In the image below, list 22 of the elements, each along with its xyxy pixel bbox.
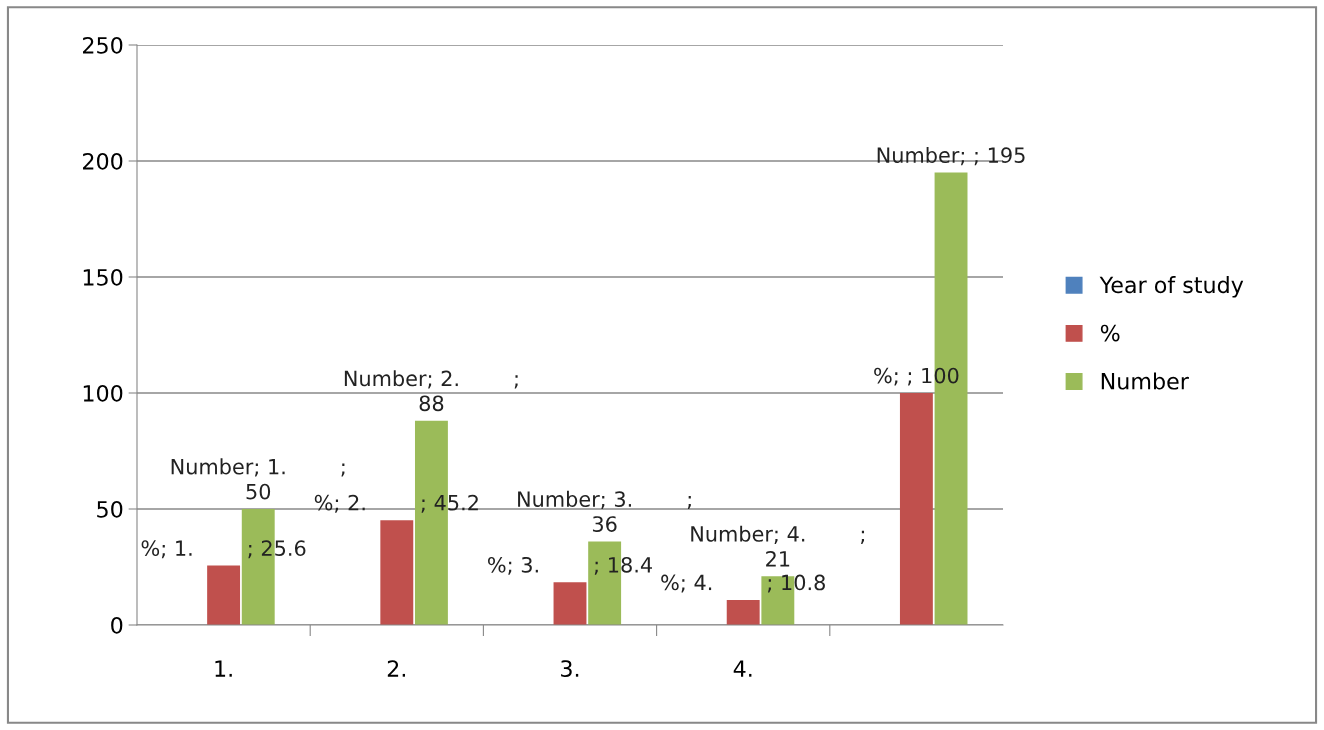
y-tick-label: 200 bbox=[83, 152, 123, 170]
data-label: Number; ; 195 bbox=[877, 146, 1025, 166]
data-label: Number; 3. ; 36 bbox=[518, 490, 691, 532]
bar bbox=[380, 520, 414, 625]
legend-label: Year of study bbox=[1099, 276, 1244, 298]
bar bbox=[726, 599, 760, 625]
data-label: Number; 4. ; 21 bbox=[691, 525, 865, 567]
x-tick-label: 1. bbox=[215, 660, 232, 677]
bar bbox=[553, 582, 587, 625]
y-tick-label: 150 bbox=[83, 268, 123, 286]
x-tick-label: 3. bbox=[561, 660, 579, 677]
bar bbox=[207, 565, 241, 625]
x-tick-label: 2. bbox=[387, 660, 405, 677]
y-tick-label: 250 bbox=[83, 36, 123, 54]
y-tick-label: 50 bbox=[97, 500, 123, 518]
data-label: Number; 2. ; 88 bbox=[344, 370, 518, 412]
y-tick-label: 100 bbox=[83, 384, 123, 402]
y-tick-label: 0 bbox=[111, 616, 123, 634]
x-tick-label: 4. bbox=[733, 660, 752, 677]
legend-label: % bbox=[1100, 324, 1120, 342]
legend-label: Number bbox=[1101, 372, 1189, 390]
bar bbox=[899, 393, 933, 625]
